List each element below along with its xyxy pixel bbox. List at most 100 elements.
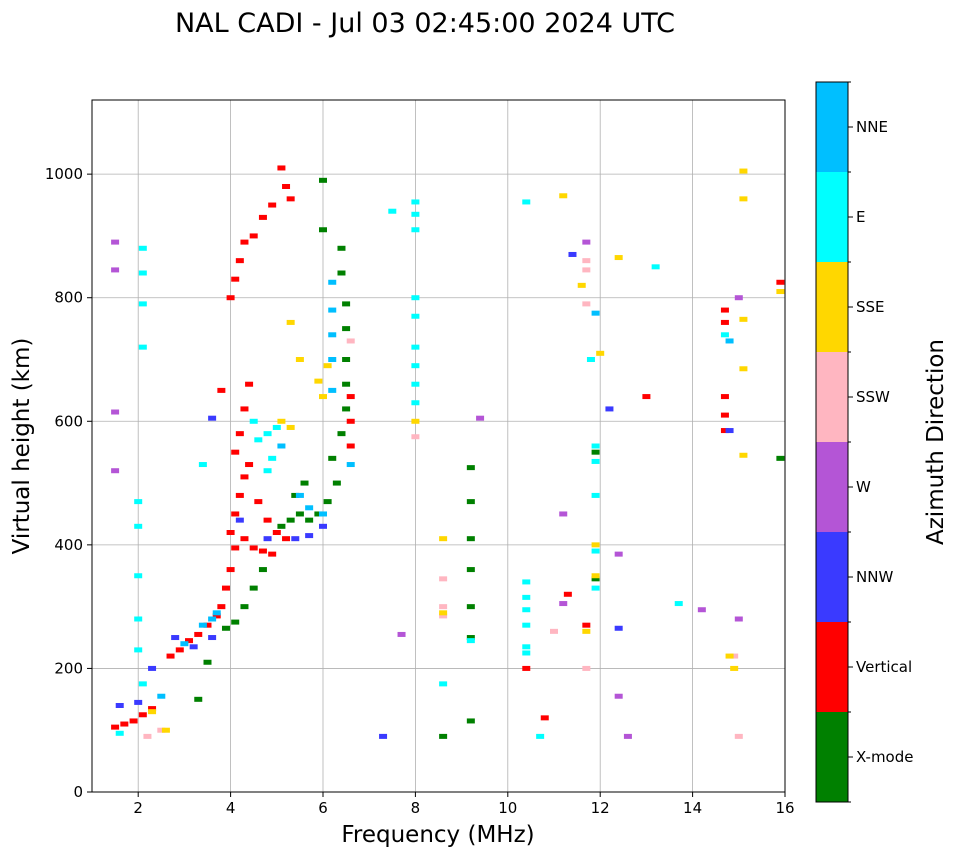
echo-mark [582,622,591,628]
colorbar-swatch [816,172,848,262]
echo-mark [203,622,212,628]
echo-mark [111,267,120,273]
echo-mark [240,406,249,412]
echo-mark [411,227,420,233]
echo-mark [286,196,295,202]
y-axis-ticks: 0 200 400 600 800 1000 [45,165,92,801]
echo-mark [466,465,475,471]
x-tick-label: 6 [318,799,328,817]
echo-mark [263,431,272,437]
colorbar-frame [815,81,849,803]
echo-mark [591,573,600,579]
echo-mark [776,455,785,461]
echo-mark [157,693,166,699]
echo-mark [148,665,157,671]
echo-mark [559,193,568,199]
echo-mark [111,724,120,730]
echo-mark [605,406,614,412]
echo-mark [171,635,180,641]
echo-mark [522,665,531,671]
echo-mark [300,480,309,486]
echo-mark [268,551,277,557]
y-tick-label: 800 [54,289,83,307]
echo-mark [725,653,734,659]
echo-mark [697,607,706,613]
echo-mark [240,474,249,480]
echo-mark [337,431,346,437]
y-tick-label: 600 [54,412,83,430]
echo-mark [337,270,346,276]
echo-mark [254,437,263,443]
echo-mark [134,699,143,705]
echo-mark [346,394,355,400]
echo-mark [466,604,475,610]
echo-mark [411,400,420,406]
echo-mark [254,499,263,505]
echo-mark [466,638,475,644]
echo-mark [411,313,420,319]
colorbar-swatch [816,262,848,352]
echo-mark [522,650,531,656]
echo-mark [157,727,166,733]
echo-mark [189,644,198,650]
echo-mark [138,270,147,276]
echo-mark [240,536,249,542]
echo-mark [221,585,230,591]
echo-mark [208,616,217,622]
echo-mark [208,415,217,421]
echo-mark [522,199,531,205]
series-vertical [111,165,785,730]
x-tick-label: 8 [411,799,421,817]
echo-mark [411,199,420,205]
echo-mark [314,378,323,384]
echo-mark [522,607,531,613]
x-tick-label: 14 [683,799,702,817]
colorbar-tick-label: X-mode [856,748,913,766]
echo-mark [272,530,281,535]
echo-mark [138,344,147,350]
echo-mark [720,319,729,325]
series-nne [157,279,734,699]
echo-mark [342,301,351,307]
echo-mark [235,258,244,264]
echo-mark [550,628,558,634]
echo-mark [720,428,729,434]
x-axis-ticks: 2 4 6 8 10 12 14 16 [133,792,795,817]
echo-mark [411,295,420,301]
echo-mark [245,381,254,387]
echo-mark [235,492,244,498]
echo-mark [559,511,568,517]
echo-mark [577,282,586,288]
echo-mark [185,638,194,644]
echo-mark [319,227,327,233]
echo-mark [249,545,258,551]
echo-mark [559,601,568,607]
echo-mark [277,443,286,449]
echo-mark [240,604,249,610]
echo-mark [295,492,304,498]
x-tick-label: 10 [498,799,517,817]
x-tick-label: 2 [133,799,143,817]
echo-mark [277,523,286,529]
echo-mark [734,733,743,739]
echo-mark [614,693,623,699]
echo-mark [342,357,351,362]
echo-mark [522,622,531,628]
echo-mark [323,363,332,369]
echo-mark [439,613,448,619]
echo-mark [337,245,346,251]
echo-mark [319,511,327,517]
colorbar-swatch [816,532,848,622]
echo-mark [148,709,157,715]
echo-mark [277,165,286,171]
echo-mark [346,338,355,344]
echo-mark [258,214,267,220]
echo-mark [591,310,600,316]
echo-mark [439,681,448,687]
echo-mark [568,251,577,257]
series-e [115,199,729,739]
colorbar-tick-label: W [856,478,871,496]
echo-mark [466,718,475,724]
echo-mark [439,610,448,616]
echo-mark [411,381,420,387]
